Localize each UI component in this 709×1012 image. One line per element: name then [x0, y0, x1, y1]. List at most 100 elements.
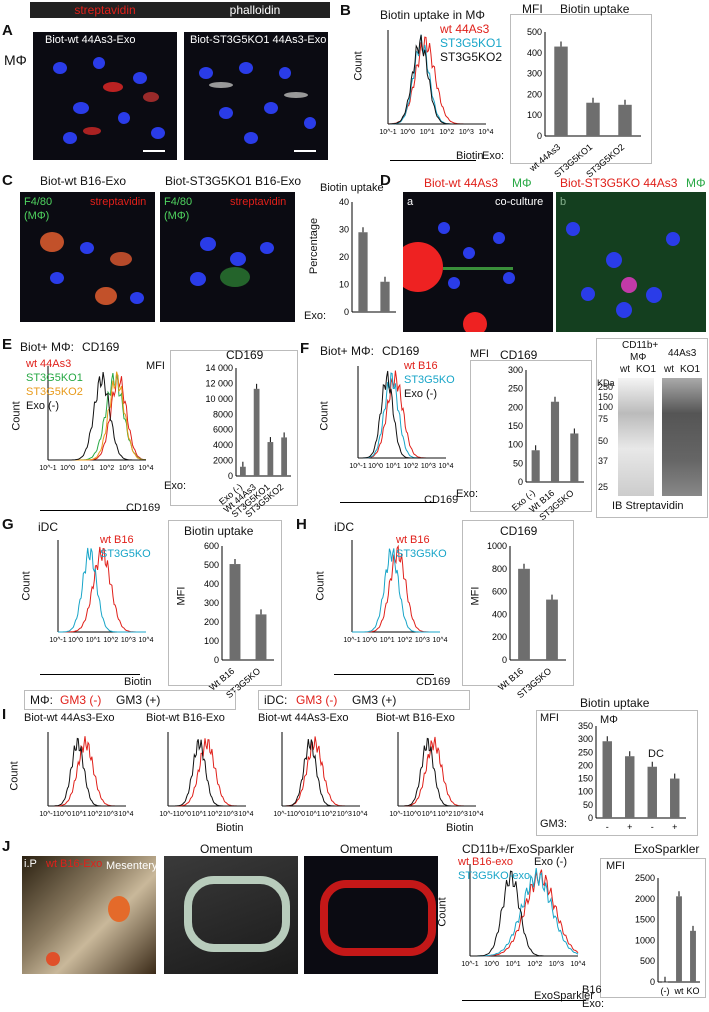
histogram-curve	[398, 736, 476, 807]
log-tick-label: 10^0	[400, 129, 415, 136]
exo-label: Exo:	[482, 150, 505, 162]
ib-ko: KO1	[636, 364, 657, 375]
bar-mark	[358, 232, 368, 312]
streptavidin-label: streptavidin	[30, 2, 180, 18]
log-tick-label: 10^0	[68, 637, 83, 644]
bar-tick-label: 100	[527, 110, 542, 120]
bar-tick-label: 0	[214, 655, 219, 665]
panel-letter-a: A	[2, 22, 13, 39]
x-axis-label: Biotin	[216, 822, 244, 834]
bar-tick-label: 1500	[635, 915, 655, 925]
ib-wt: wt	[664, 364, 674, 375]
legend-item: wt B16-exo	[458, 856, 514, 868]
bar-mark	[239, 466, 246, 476]
bar-tick-label: 8000	[213, 409, 233, 419]
log-tick-label: 10^-1	[379, 129, 396, 136]
bar-category-label: -	[606, 822, 609, 832]
bar-tick-label: 500	[527, 27, 542, 37]
bar-mark	[602, 741, 612, 818]
bar-chart-j: 0 500 1000 1500 2000 2500 (-) wt KO	[635, 873, 700, 996]
bar-tick-label: 500	[640, 956, 655, 966]
histogram-g: 10^-1 10^0 10^1 10^2 10^3 10^4	[49, 540, 154, 644]
bar-mark	[586, 102, 600, 136]
bar-mark	[647, 766, 657, 818]
log-tick-label: 10^-1	[49, 637, 66, 644]
ib-cd11b: CD11b+	[622, 340, 659, 351]
sub-label-a: a	[407, 196, 414, 208]
i-dc-label: DC	[648, 748, 664, 760]
log-tick-label: 10^2	[99, 465, 114, 472]
i-plot-title: Biot-wt 44As3-Exo	[258, 712, 349, 724]
histogram-curve	[48, 372, 146, 461]
log-tick-label: 10^3	[421, 463, 436, 470]
i-mphi-header	[24, 690, 236, 710]
d-left-title: Biot-wt 44As3	[424, 176, 499, 190]
b-bar-frame	[510, 14, 652, 164]
panel-letter-d: D	[380, 172, 391, 189]
y-axis-label: Count	[10, 401, 23, 431]
blot-lane-mphi	[618, 378, 654, 496]
bar-ylabel: MFI	[146, 360, 165, 372]
ib-44as3: 44As3	[668, 348, 697, 359]
kda-marker: 250	[598, 382, 614, 392]
panel-letter-j: J	[2, 838, 11, 855]
bar-ylabel: MFI	[470, 348, 489, 360]
log-tick-label: 10^1	[72, 811, 87, 818]
log-tick-label: 10^1	[306, 811, 321, 818]
histogram-i-1: 10^-1 10^0 10^1 10^2 10^3 10^4	[39, 732, 134, 818]
f480-label: F4/80	[164, 196, 193, 208]
b-hist-title: Biotin uptake in MΦ	[380, 8, 485, 22]
gm3-label: GM3:	[540, 818, 567, 830]
i-mphi-head: MΦ:	[30, 693, 53, 707]
bar-tick-label: 2500	[635, 873, 655, 883]
bar-tick-label: 10 000	[205, 394, 233, 404]
log-tick-label: 10^-1	[39, 811, 56, 818]
bar-mark	[229, 564, 241, 660]
log-tick-label: 10^0	[60, 465, 75, 472]
bar-tick-label: 0	[588, 813, 593, 823]
x-axis-label: CD169	[416, 676, 451, 688]
log-tick-label: 10^1	[80, 465, 95, 472]
bar-tick-label: 250	[508, 384, 523, 394]
bar-tick-label: 2000	[213, 456, 233, 466]
histogram-curve	[358, 370, 446, 459]
ib-mphi: MΦ	[630, 352, 647, 363]
histogram-curve	[388, 34, 486, 125]
x-axis-label: Biotin	[446, 822, 474, 834]
i-idc-header	[258, 690, 470, 710]
log-tick-label: 10^2	[87, 811, 102, 818]
bar-tick-label: 100	[204, 636, 219, 646]
bar-tick-label: 200	[578, 760, 593, 770]
g-bar-frame	[168, 520, 282, 686]
bar-mark	[690, 930, 696, 982]
bar-tick-label: 200	[204, 617, 219, 627]
micrograph-c-ko: F4/80 (MΦ) streptavidin	[160, 192, 295, 322]
histogram-curve	[352, 548, 440, 633]
c-bar-title: Biotin uptake	[320, 182, 384, 194]
x-arrow	[462, 1000, 586, 1001]
bar-tick-label: 6000	[213, 425, 233, 435]
kda-marker: 37	[598, 456, 609, 466]
bar-tick-label: 50	[583, 800, 593, 810]
log-tick-label: 10^2	[103, 637, 118, 644]
bar-mark	[618, 104, 632, 136]
log-tick-label: 10^4	[479, 129, 494, 136]
bar-tick-label: 100	[578, 787, 593, 797]
log-tick-label: 10^-1	[39, 465, 56, 472]
panel-letter-h: H	[296, 516, 307, 533]
legend-item: wt 44As3	[26, 358, 72, 370]
bar-tick-label: 250	[578, 747, 593, 757]
panel-letter-i: I	[2, 706, 7, 723]
e-title: Biot+ MΦ:	[20, 340, 74, 354]
i-gm3pos: GM3 (+)	[352, 693, 397, 707]
log-tick-label: 10^-1	[343, 637, 360, 644]
x-arrow	[340, 502, 436, 503]
bar-mark	[670, 778, 680, 818]
c-left-title: Biot-wt B16-Exo	[40, 174, 127, 188]
kda-marker: 75	[598, 414, 609, 424]
log-tick-label: 10^4	[139, 465, 154, 472]
mphi-label: (MΦ)	[24, 210, 50, 222]
bar-tick-label: 0	[518, 477, 523, 487]
bar-tick-label: 40	[339, 197, 349, 207]
